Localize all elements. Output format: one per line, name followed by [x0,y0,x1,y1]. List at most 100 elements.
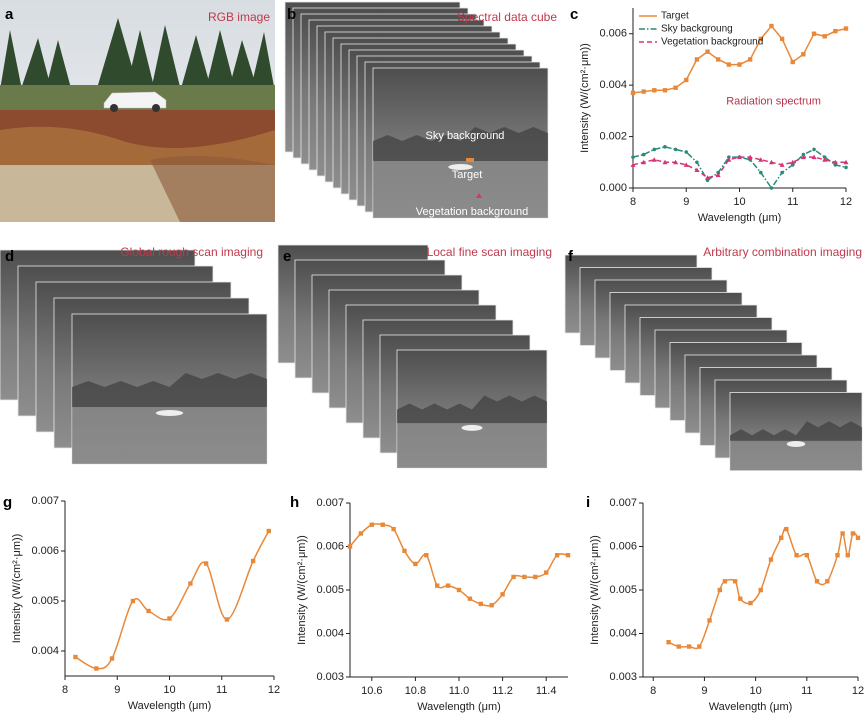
marker [843,26,849,31]
chart-annotation: Radiation spectrum [726,96,821,108]
marker [146,608,151,614]
marker [695,160,699,165]
image-caption: Local fine scan imaging [427,245,552,259]
marker [630,90,636,96]
y-tick-label: 0.000 [599,182,627,194]
marker [715,172,721,178]
marker [533,574,538,580]
y-tick-label: 0.005 [316,584,344,596]
marker [686,644,692,649]
marker [845,553,850,558]
marker [109,656,115,661]
series-line [668,527,859,650]
x-tick-label: 11 [216,684,227,696]
panel-label: g [3,494,12,511]
panel-label: a [5,6,14,23]
marker [565,553,571,558]
marker [554,553,560,558]
marker [188,581,193,586]
marker [758,36,763,42]
y-tick-label: 0.003 [316,671,344,683]
x-tick-label: 12 [852,685,864,697]
tree-line [373,127,548,161]
x-tick-label: 11 [787,196,798,208]
tree-line [397,395,547,424]
x-tick-label: 10 [733,196,745,208]
y-tick-label: 0.005 [609,584,637,596]
marker [697,644,702,649]
marker [380,522,385,527]
y-tick-label: 0.004 [31,645,59,657]
marker [814,579,820,584]
y-tick-label: 0.006 [609,540,637,552]
legend-label: Target [661,11,689,22]
marker [804,553,810,558]
x-axis-title: Wavelength (μm) [417,701,501,713]
ground [373,161,548,218]
marker [822,157,828,162]
marker [694,167,700,172]
marker [73,654,78,660]
marker [489,603,494,608]
car [448,164,473,170]
marker [662,88,668,93]
marker [500,592,505,597]
marker [705,49,710,54]
y-axis-title: Intensity (W/(cm²·μm)) [11,534,23,644]
marker [790,159,796,165]
marker [391,526,396,532]
marker [759,170,763,175]
marker [347,544,353,549]
marker [705,175,711,180]
marker [250,558,256,564]
x-tick-label: 8 [630,196,636,208]
marker [769,23,774,29]
x-tick-label: 10 [163,684,175,696]
marker [768,557,774,562]
marker [684,77,689,83]
marker [801,152,806,157]
y-tick-label: 0.004 [316,627,344,639]
y-tick-label: 0.007 [316,497,344,509]
marker [738,596,743,601]
marker [673,147,678,152]
panel-label: c [570,6,578,23]
marker [716,57,721,62]
y-tick-label: 0.002 [599,130,627,142]
marker [203,561,209,566]
marker [94,666,99,671]
marker [522,574,527,580]
marker [641,152,646,157]
legend-label: Vegetation background [661,37,763,48]
series-line [349,523,569,607]
x-tick-label: 10.8 [405,685,426,697]
marker [630,162,636,167]
y-tick-label: 0.006 [316,540,344,552]
marker [663,145,667,149]
image-caption: RGB image [208,10,270,24]
x-axis-title: Wavelength (μm) [709,701,793,713]
y-axis-title: Intensity (W/(cm²·μm)) [589,535,601,645]
marker [673,85,678,90]
legend-label: Sky backgroung [661,24,733,35]
x-tick-label: 10.6 [361,685,382,697]
marker [662,159,668,165]
image-caption: Arbitrary combination imaging [703,245,862,259]
marker [478,601,483,607]
y-axis-title: Intensity (W/(cm²·μm)) [579,43,591,153]
marker [652,147,657,152]
marker [683,162,689,167]
marker [812,147,816,152]
car [461,424,483,431]
y-tick-label: 0.004 [599,79,627,91]
marker [511,574,516,580]
x-tick-label: 12 [840,196,852,208]
target-spot [466,158,474,162]
marker [843,159,849,165]
y-tick-label: 0.006 [599,28,627,40]
x-tick-label: 11.0 [449,685,470,697]
marker [722,579,728,584]
marker [747,57,753,62]
image-annotation: Target [452,169,483,181]
marker [835,553,840,558]
